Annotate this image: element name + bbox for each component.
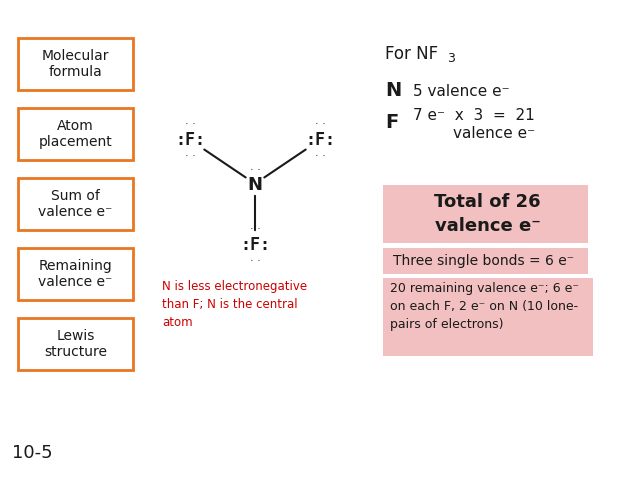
Text: :F:: :F: bbox=[240, 236, 270, 254]
Text: Three single bonds = 6 e⁻: Three single bonds = 6 e⁻ bbox=[393, 254, 574, 268]
Text: N: N bbox=[385, 82, 401, 100]
Text: Remaining
valence e⁻: Remaining valence e⁻ bbox=[38, 259, 113, 289]
Text: · ·: · · bbox=[250, 256, 260, 266]
FancyBboxPatch shape bbox=[18, 108, 133, 160]
FancyBboxPatch shape bbox=[383, 185, 588, 243]
FancyBboxPatch shape bbox=[383, 278, 593, 356]
Text: :F:: :F: bbox=[305, 131, 335, 149]
FancyBboxPatch shape bbox=[18, 38, 133, 90]
Text: :F:: :F: bbox=[175, 131, 205, 149]
Text: 10-5: 10-5 bbox=[12, 444, 52, 462]
Text: Sum of
valence e⁻: Sum of valence e⁻ bbox=[38, 189, 113, 219]
Text: N: N bbox=[248, 176, 262, 194]
Text: · ·: · · bbox=[315, 151, 325, 161]
Text: F: F bbox=[385, 113, 398, 132]
Text: · ·: · · bbox=[315, 119, 325, 129]
Text: Lewis
structure: Lewis structure bbox=[44, 329, 107, 359]
Text: Molecular
formula: Molecular formula bbox=[42, 49, 109, 79]
Text: 7 e⁻  x  3  =  21: 7 e⁻ x 3 = 21 bbox=[413, 108, 535, 122]
FancyBboxPatch shape bbox=[18, 318, 133, 370]
Text: · ·: · · bbox=[250, 165, 260, 175]
Text: Total of 26
valence e⁻: Total of 26 valence e⁻ bbox=[434, 193, 541, 235]
Text: N is less electronegative
than F; N is the central
atom: N is less electronegative than F; N is t… bbox=[162, 280, 307, 329]
Text: 5 valence e⁻: 5 valence e⁻ bbox=[413, 84, 509, 98]
Text: · ·: · · bbox=[250, 224, 260, 234]
FancyBboxPatch shape bbox=[383, 248, 588, 274]
FancyBboxPatch shape bbox=[18, 178, 133, 230]
Text: · ·: · · bbox=[184, 119, 195, 129]
Text: For NF: For NF bbox=[385, 45, 438, 63]
FancyBboxPatch shape bbox=[18, 248, 133, 300]
Text: valence e⁻: valence e⁻ bbox=[453, 125, 535, 141]
Text: 3: 3 bbox=[447, 52, 455, 65]
Text: Atom
placement: Atom placement bbox=[38, 119, 113, 149]
Text: · ·: · · bbox=[184, 151, 195, 161]
Text: 20 remaining valence e⁻; 6 e⁻
on each F, 2 e⁻ on N (10 lone-
pairs of electrons): 20 remaining valence e⁻; 6 e⁻ on each F,… bbox=[390, 282, 579, 331]
